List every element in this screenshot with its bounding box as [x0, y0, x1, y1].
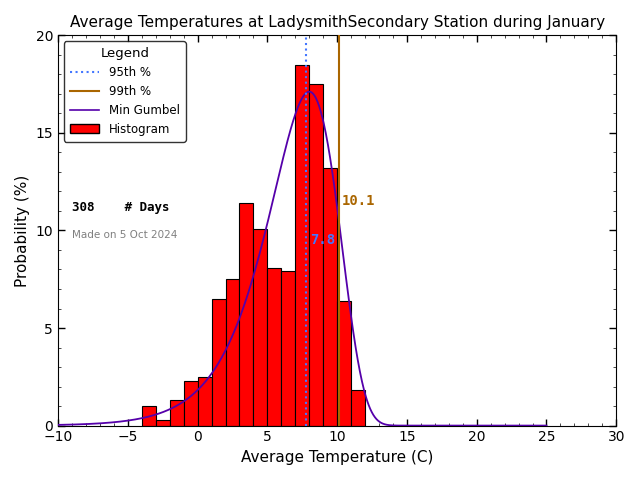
Bar: [295, 65, 309, 426]
Bar: [239, 203, 253, 426]
Text: 10.1: 10.1: [342, 194, 376, 208]
Text: Made on 5 Oct 2024: Made on 5 Oct 2024: [72, 230, 177, 240]
Bar: [184, 381, 198, 426]
Bar: [170, 400, 184, 426]
Bar: [268, 267, 282, 426]
Bar: [337, 300, 351, 426]
Bar: [282, 271, 295, 426]
Bar: [212, 299, 225, 426]
Bar: [309, 84, 323, 426]
Legend: 95th %, 99th %, Min Gumbel, Histogram: 95th %, 99th %, Min Gumbel, Histogram: [64, 41, 186, 142]
Bar: [225, 279, 239, 426]
Title: Average Temperatures at LadysmithSecondary Station during January: Average Temperatures at LadysmithSeconda…: [70, 15, 605, 30]
Y-axis label: Probability (%): Probability (%): [15, 174, 30, 287]
Bar: [253, 228, 268, 426]
Bar: [351, 390, 365, 426]
X-axis label: Average Temperature (C): Average Temperature (C): [241, 450, 433, 465]
Bar: [156, 420, 170, 426]
Text: 308    # Days: 308 # Days: [72, 201, 170, 214]
Bar: [323, 168, 337, 426]
Text: 7.8: 7.8: [310, 233, 335, 247]
Bar: [142, 406, 156, 426]
Bar: [198, 377, 212, 426]
